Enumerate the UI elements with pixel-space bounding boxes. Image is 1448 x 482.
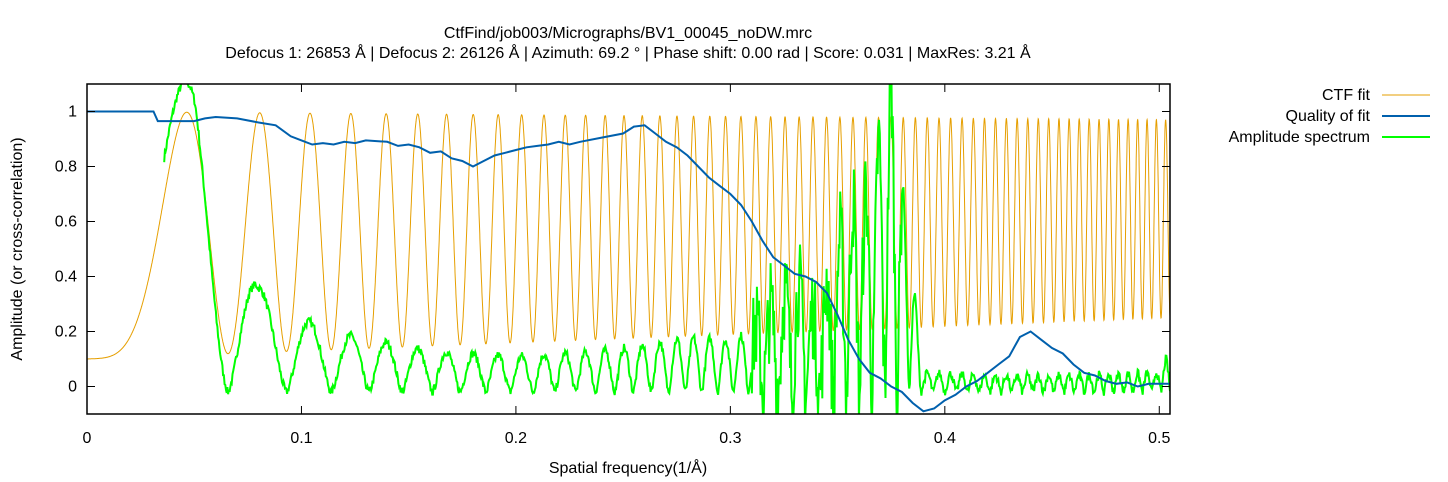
x-tick-label: 0.2: [505, 430, 527, 447]
chart-title: CtfFind/job003/Micrographs/BV1_00045_noD…: [444, 25, 812, 42]
x-axis-label: Spatial frequency(1/Å): [549, 458, 707, 477]
x-tick-label: 0: [83, 430, 92, 447]
series-amplitude-spectrum: [163, 84, 1170, 414]
plot-frame: [86, 83, 1171, 415]
x-tick-label: 0.1: [290, 430, 312, 447]
legend: CTF fit Quality of fit Amplitude spectrum: [1229, 87, 1430, 146]
series-quality-of-fit: [87, 110, 1170, 413]
x-tick-label: 0.5: [1148, 430, 1170, 447]
y-tick-label: 0.6: [55, 214, 77, 231]
legend-label: CTF fit: [1322, 87, 1371, 104]
x-tick-label: 0.4: [934, 430, 956, 447]
legend-label: Amplitude spectrum: [1229, 129, 1370, 146]
y-tick-label: 1: [68, 104, 77, 121]
y-tick-label: 0: [68, 379, 77, 396]
y-tick-label: 0.4: [55, 269, 77, 286]
legend-label: Quality of fit: [1286, 108, 1371, 125]
plot-area: 0 0.1 0.2 0.3 0.4 0.5 0 0.2 0.4 0.6 0.8 1: [55, 83, 1171, 447]
series-ctf-fit: [87, 111, 1170, 360]
y-tick-label: 0.2: [55, 324, 77, 341]
y-tick-label: 0.8: [55, 159, 77, 176]
x-tick-label: 0.3: [719, 430, 741, 447]
y-axis-label: Amplitude (or cross-correlation): [9, 137, 26, 360]
chart-subtitle: Defocus 1: 26853 Å | Defocus 2: 26126 Å …: [225, 43, 1031, 62]
